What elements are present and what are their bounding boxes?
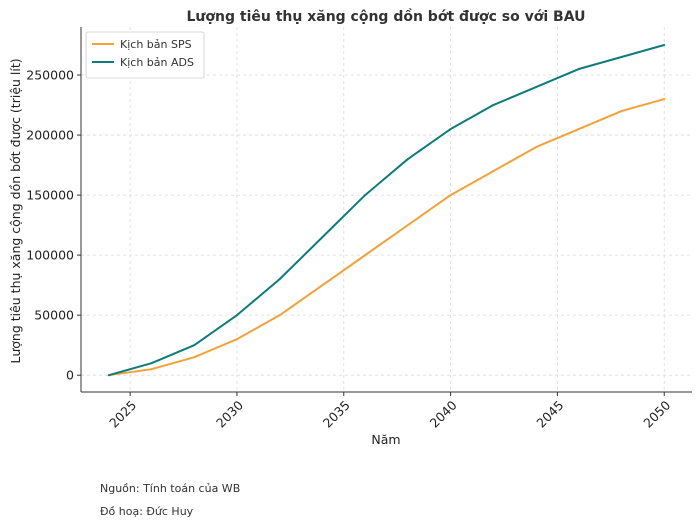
y-tick-label: 100000 — [26, 248, 74, 263]
series-line-2 — [108, 44, 665, 377]
y-tick-label: 0 — [66, 368, 74, 383]
data-point — [535, 86, 538, 89]
chart-title: Lượng tiêu thụ xăng cộng dồn bớt được so… — [187, 8, 586, 25]
y-tick-label: 150000 — [26, 188, 74, 203]
y-tick-label: 200000 — [26, 128, 74, 143]
x-tick-label: 2045 — [533, 398, 566, 431]
data-point — [278, 314, 281, 317]
x-tick-label: 2050 — [640, 397, 673, 430]
data-point — [235, 314, 238, 317]
axes — [80, 27, 692, 393]
data-point — [663, 44, 666, 47]
legend-entry: Kịch bản SPS — [120, 38, 192, 51]
data-point — [492, 104, 495, 107]
data-point — [321, 284, 324, 287]
y-tick-label: 50000 — [34, 308, 74, 323]
data-point — [577, 68, 580, 71]
data-point — [663, 98, 666, 101]
x-tick-label: 2040 — [427, 397, 460, 430]
credit-note: Đồ hoạ: Đức Huy — [100, 505, 194, 518]
data-point — [620, 56, 623, 59]
series-line-1 — [108, 98, 665, 377]
data-point — [278, 278, 281, 281]
x-tick-label: 2025 — [106, 398, 139, 431]
data-point — [577, 128, 580, 131]
data-point — [449, 128, 452, 131]
data-point — [406, 224, 409, 227]
source-note: Nguồn: Tính toán của WB — [100, 482, 241, 495]
data-point — [107, 374, 110, 377]
data-point — [620, 110, 623, 113]
data-point — [150, 368, 153, 371]
data-point — [321, 236, 324, 239]
y-axis-ticks: 0 50000 100000 150000 200000 250000 — [26, 68, 81, 383]
data-point — [193, 356, 196, 359]
x-tick-label: 2030 — [213, 397, 246, 430]
data-point — [364, 194, 367, 197]
grid — [81, 27, 692, 392]
data-point — [535, 146, 538, 149]
series-lines — [107, 44, 666, 377]
y-axis-label: Lượng tiêu thụ xăng cộng dồn bớt được (t… — [8, 58, 23, 363]
data-point — [492, 170, 495, 173]
data-point — [364, 254, 367, 257]
x-axis-label: Năm — [371, 432, 400, 447]
x-axis-ticks: 2025 2030 2035 2040 2045 2050 — [106, 392, 673, 431]
data-point — [150, 362, 153, 365]
data-point — [449, 194, 452, 197]
data-point — [235, 338, 238, 341]
legend: Kịch bản SPS Kịch bản ADS — [85, 31, 205, 79]
y-tick-label: 250000 — [26, 68, 74, 83]
data-point — [193, 344, 196, 347]
legend-entry: Kịch bản ADS — [120, 56, 194, 69]
data-point — [406, 158, 409, 161]
x-tick-label: 2035 — [320, 398, 353, 431]
legend-box — [85, 31, 205, 79]
